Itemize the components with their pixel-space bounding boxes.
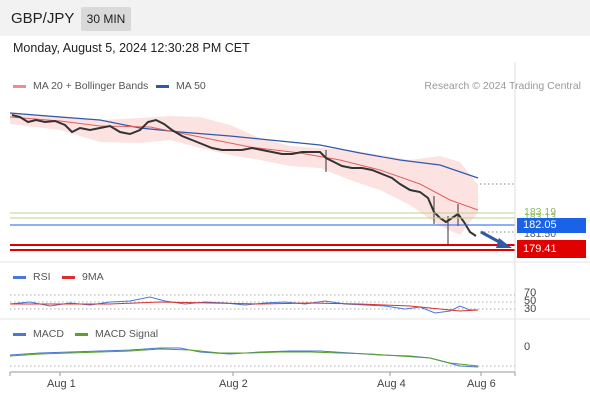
legend-rsi: RSI xyxy=(13,271,51,283)
rsi-line xyxy=(9,296,478,314)
rsi-label: RSI xyxy=(33,271,51,283)
rsi-30-label: 30 xyxy=(524,303,537,315)
forecast-arrow-head xyxy=(496,238,512,248)
chart-datetime: Monday, August 5, 2024 12:30:28 PM CET xyxy=(13,41,250,55)
ma20-swatch xyxy=(13,84,26,88)
current-price-label: 182.05 xyxy=(517,218,586,233)
price-label-hidden: 181.50 xyxy=(524,228,557,240)
macd-zero-label: 0 xyxy=(524,341,531,353)
x-label-aug4: Aug 4 xyxy=(377,378,406,390)
research-credit: Research © 2024 Trading Central xyxy=(424,80,581,92)
legend-macd-signal: MACD Signal xyxy=(75,328,158,340)
macd-label: MACD xyxy=(33,328,64,340)
legend-rsi-signal: 9MA xyxy=(62,271,104,283)
rsi-70-label: 70 xyxy=(524,287,537,299)
macd-signal-line xyxy=(9,348,479,367)
price-line xyxy=(11,114,477,237)
ma50-line xyxy=(9,112,479,179)
ma20-label: MA 20 + Bollinger Bands xyxy=(33,80,149,92)
x-label-aug6: Aug 6 xyxy=(467,378,496,390)
rsi-signal-line xyxy=(10,301,479,312)
rsi-signal-swatch xyxy=(62,275,75,279)
ma50-label: MA 50 xyxy=(176,80,206,92)
x-label-aug1: Aug 1 xyxy=(47,378,76,390)
ma20-line xyxy=(9,116,479,211)
macd-signal-label: MACD Signal xyxy=(95,328,159,340)
rsi-swatch xyxy=(13,275,26,279)
bollinger-band xyxy=(10,113,478,235)
legend-macd: MACD xyxy=(13,328,64,340)
support-price-label: 179.41 xyxy=(517,240,586,258)
macd-swatch xyxy=(13,332,26,336)
symbol-title: GBP/JPY xyxy=(11,10,75,27)
ma50-swatch xyxy=(156,84,169,88)
macd-signal-swatch xyxy=(75,332,88,336)
interval-button[interactable]: 30 MIN xyxy=(81,7,131,31)
macd-line xyxy=(9,347,479,368)
rsi-signal-label: 9MA xyxy=(82,271,104,283)
legend-ma20: MA 20 + Bollinger Bands xyxy=(13,80,148,92)
price-label-green-b: 183.13 xyxy=(524,211,557,223)
price-label-green: 183.19 xyxy=(524,206,557,218)
x-label-aug2: Aug 2 xyxy=(219,378,248,390)
legend-ma50: MA 50 xyxy=(156,80,206,92)
rsi-50-label: 50 xyxy=(524,295,537,307)
